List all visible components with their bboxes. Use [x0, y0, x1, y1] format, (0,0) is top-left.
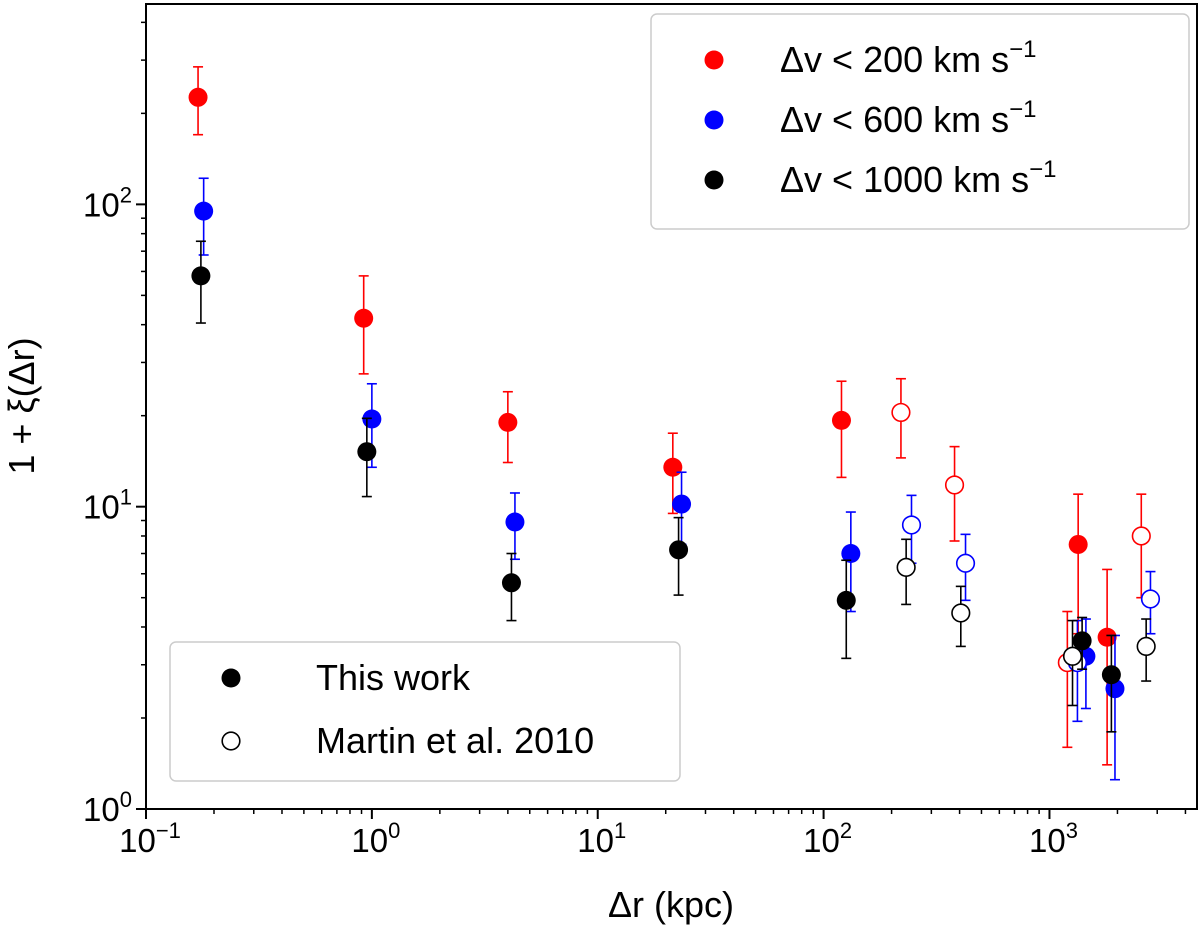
- series-4: [191, 240, 1121, 733]
- data-point: [1072, 631, 1092, 651]
- data-point: [501, 573, 521, 593]
- color-legend-label-text: Δv < 600 km s: [780, 99, 1009, 140]
- y-tick-label: 100: [83, 787, 132, 828]
- color-legend-label-exponent: −1: [1009, 36, 1036, 63]
- x-tick-label: 10−1: [119, 818, 181, 859]
- data-point: [357, 442, 377, 462]
- data-point: [1062, 646, 1083, 666]
- data-point: [901, 515, 922, 535]
- data-point: [896, 557, 916, 577]
- data-point: [498, 412, 518, 432]
- legend-marker: [704, 110, 724, 130]
- data-point: [951, 603, 971, 623]
- color-legend-label: Δv < 600 km s−1: [780, 96, 1037, 140]
- data-point: [841, 544, 861, 564]
- data-point: [1101, 665, 1121, 685]
- marker-legend-box: [169, 641, 681, 782]
- data-point: [831, 410, 851, 430]
- data-point: [891, 402, 911, 423]
- series-5: [896, 538, 1156, 707]
- series-3: [901, 494, 1161, 723]
- y-axis-title: 1 + ξ(Δr): [1, 337, 42, 474]
- legend-marker: [704, 50, 724, 70]
- y-tick-label-exponent: 0: [120, 787, 132, 812]
- y-tick-label-base: 10: [83, 186, 120, 223]
- y-tick-label: 102: [83, 182, 132, 223]
- x-tick-label-base: 10: [1029, 822, 1066, 859]
- x-tick-label-exponent: 1: [614, 818, 626, 843]
- x-tick-label: 100: [351, 818, 400, 859]
- y-tick-label-exponent: 2: [120, 182, 132, 207]
- data-series: [188, 66, 1161, 781]
- y-tick-label-base: 10: [83, 791, 120, 828]
- legend-marker: [704, 170, 724, 190]
- y-tick-label-base: 10: [83, 489, 120, 526]
- color-legend-label-exponent: −1: [1009, 96, 1036, 123]
- x-tick-label: 101: [577, 818, 626, 859]
- color-legend-box: [650, 13, 1190, 230]
- x-tick-label-exponent: −1: [156, 818, 181, 843]
- marker-legend: This work Martin et al. 2010: [169, 641, 681, 782]
- color-legend-label: Δv < 200 km s−1: [780, 36, 1037, 80]
- data-point: [672, 494, 692, 514]
- x-tick-label-exponent: 2: [840, 818, 852, 843]
- x-tick-label-base: 10: [351, 822, 388, 859]
- major-ticks: [136, 203, 1051, 819]
- series-0: [188, 66, 1117, 766]
- data-point: [194, 201, 214, 221]
- legend-marker: [221, 731, 241, 751]
- x-tick-label-base: 10: [119, 822, 156, 859]
- data-point: [191, 266, 211, 286]
- data-point: [1140, 589, 1161, 609]
- data-point: [663, 457, 683, 477]
- x-tick-label: 103: [1029, 818, 1078, 859]
- data-point: [505, 512, 525, 532]
- x-tick-label-base: 10: [577, 822, 614, 859]
- data-point: [955, 553, 976, 573]
- x-tick-label-exponent: 0: [388, 818, 400, 843]
- data-point: [1136, 636, 1156, 657]
- data-point: [1068, 534, 1088, 554]
- color-legend-label-text: Δv < 1000 km s: [780, 159, 1029, 200]
- color-legend-label-text: Δv < 200 km s: [780, 39, 1009, 80]
- x-tick-label-exponent: 3: [1066, 818, 1078, 843]
- data-point: [836, 590, 856, 610]
- series-1: [891, 377, 1151, 749]
- x-axis-title: Δr (kpc): [608, 884, 734, 925]
- marker-legend-label: This work: [316, 657, 471, 698]
- y-tick-label: 101: [83, 485, 132, 526]
- color-legend: Δv < 200 km s−1Δv < 600 km s−1Δv < 1000 …: [650, 13, 1190, 230]
- marker-legend-label: Martin et al. 2010: [316, 720, 594, 761]
- x-tick-label-base: 10: [803, 822, 840, 859]
- plot-frame: [145, 3, 1198, 810]
- data-point: [354, 308, 374, 328]
- data-point: [669, 540, 689, 560]
- legend-marker: [221, 668, 241, 688]
- x-tick-label: 102: [803, 818, 852, 859]
- color-legend-label-exponent: −1: [1029, 156, 1056, 183]
- data-point: [188, 87, 208, 107]
- y-tick-label-exponent: 1: [120, 485, 132, 510]
- data-point: [1131, 526, 1151, 546]
- color-legend-label: Δv < 1000 km s−1: [780, 156, 1057, 200]
- data-point: [944, 475, 965, 495]
- data-point: [1097, 627, 1117, 647]
